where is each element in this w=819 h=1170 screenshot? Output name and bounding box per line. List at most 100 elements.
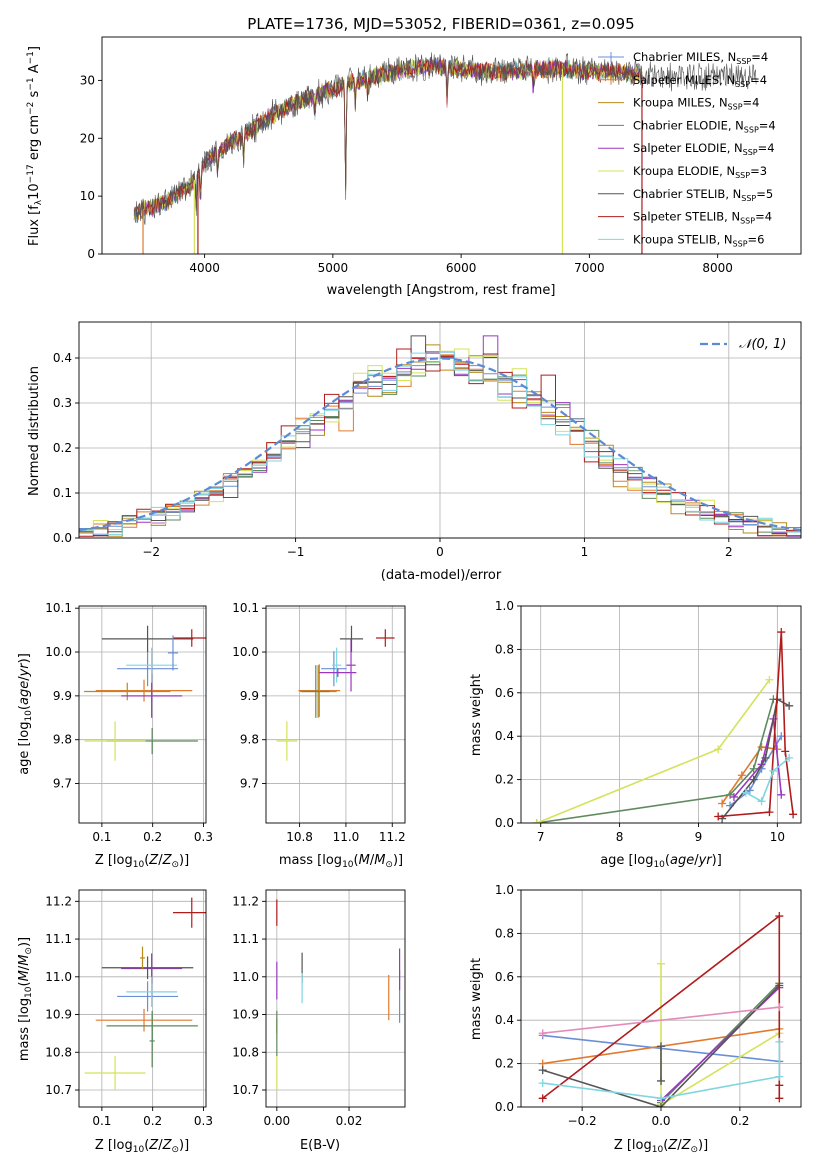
- weight_vs_age-ytick-label: 0.0: [495, 816, 514, 830]
- mass_vs_ebv-xtick-label: 0.00: [263, 1114, 290, 1128]
- weight_vs_age-line-7: [745, 757, 790, 803]
- weight_vs_Z-marker-7-3: [775, 1037, 784, 1046]
- weight_vs_Z-marker-6-1: [775, 912, 784, 921]
- weight_vs_age-ytick-label: 0.6: [495, 686, 514, 700]
- residual-y-label: Normed distribution: [27, 366, 42, 496]
- spectrum-x-label: wavelength [Angstrom, rest frame]: [327, 283, 556, 298]
- mass_vs_ebv-ytick-label: 10.7: [232, 1083, 259, 1097]
- age_vs_mass-xtick-label: 11.2: [379, 830, 406, 844]
- spectrum-line-6: [133, 52, 757, 225]
- mass_vs_ebv-ytick-label: 10.9: [232, 1008, 259, 1022]
- mass_vs_Z-ytick-label: 11.2: [45, 894, 72, 908]
- mass_vs_Z-point-8: [126, 976, 178, 1007]
- weight_vs_Z-line-6: [542, 914, 781, 1099]
- age_vs_mass-point-5: [276, 721, 298, 761]
- legend-label-8: Kroupa STELIB, NSSP=6: [633, 232, 764, 248]
- mass_vs_Z-point-0: [117, 981, 179, 1012]
- residuals-xtick-label: −1: [287, 545, 305, 559]
- spectrum-frame: [101, 36, 802, 255]
- legend-label-3: Chabrier ELODIE, NSSP=4: [633, 118, 776, 134]
- spectrum-line-0: [133, 57, 643, 220]
- residual-x-label: (data-model)/error: [381, 568, 502, 583]
- weight_vs_age-frame: [520, 605, 802, 824]
- mass_vs_ebv-plot: [276, 899, 401, 1091]
- weight_vs_age-marker-3-0: [729, 792, 738, 801]
- weight_vs_age-line-6: [718, 631, 794, 818]
- spectrum-ytick-label: 20: [80, 131, 95, 145]
- mass_vs_Z-frame: [78, 889, 207, 1108]
- weight_vs_age-ytick-label: 0.8: [495, 642, 514, 656]
- mass_vs_Z-point-6: [101, 956, 194, 980]
- weight_vs_Z-series-8: [538, 1003, 784, 1038]
- spectrum-xtick-label: 8000: [702, 261, 733, 275]
- weight_vs_age-marker-5-2: [761, 753, 770, 762]
- age_vs_mass-point-3: [301, 665, 330, 718]
- weight_vs_Z-ytick-label: 0.8: [495, 926, 514, 940]
- weight_vs_Z-marker-6-3: [775, 1094, 784, 1103]
- weight_vs_age-marker-5-4: [785, 701, 794, 710]
- weight_vs_age-marker-7-2: [769, 766, 778, 775]
- mass_vs_Z-ytick-label: 11.1: [45, 932, 72, 946]
- residuals-xtick-label: 1: [581, 545, 589, 559]
- weight_vs_age-marker-2-2: [749, 764, 758, 773]
- spectrum-plot: [133, 52, 757, 254]
- weight_vs_Z-marker-7-1: [657, 1094, 665, 1103]
- residuals-xtick-label: 2: [725, 545, 733, 559]
- weight_vs_Z-ytick-label: 0.6: [495, 970, 514, 984]
- weight_vs_age-marker-5-1: [749, 775, 758, 784]
- weight_vs_Z-series-7: [538, 1037, 784, 1103]
- age-z-y-label: age [log10(age/yr)]: [17, 653, 34, 775]
- weight_vs_Z-xtick-label: 0.0: [651, 1114, 670, 1128]
- weight_vs_Z-ytick-label: 1.0: [495, 883, 514, 897]
- weight-age-x-label: age [log10(age/yr)]: [600, 853, 722, 870]
- weight-z-panel: Z [log10(Z/Z⊙)] mass weight: [469, 958, 708, 1155]
- weight_vs_Z-ytick-label: 0.4: [495, 1013, 514, 1027]
- age_vs_Z-axes: [79, 606, 206, 823]
- weight_vs_age-marker-3-3: [777, 790, 786, 799]
- weight_vs_age-series-2: [532, 695, 778, 823]
- spectrum-xtick-label: 6000: [446, 261, 477, 275]
- weight_vs_Z-xtick-label: −0.2: [568, 1114, 597, 1128]
- weight_vs_age-line-2: [536, 699, 775, 823]
- mass_vs_ebv-ytick-label: 11.1: [232, 932, 259, 946]
- weight_vs_Z-marker-4-0: [657, 959, 665, 968]
- spectrum-xtick-label: 5000: [318, 261, 349, 275]
- weight_vs_age-marker-6-0: [714, 812, 723, 821]
- mass_vs_ebv-ytick-label: 11.2: [232, 894, 259, 908]
- weight_vs_Z-line-8: [542, 1006, 780, 1034]
- weight_vs_Z-ytick-label: 0.0: [495, 1100, 514, 1114]
- mass_vs_Z-ytick-label: 11.0: [45, 970, 72, 984]
- age_vs_Z-ytick-label: 10.0: [45, 645, 72, 659]
- mass-z-x-label: Z [log10(Z/Z⊙)]: [95, 1138, 189, 1155]
- mass_vs_Z-point-5: [84, 1056, 146, 1091]
- age_vs_mass-point-6: [339, 625, 364, 653]
- residuals-ytick-label: 0.2: [53, 441, 72, 455]
- weight_vs_age-xtick-label: 9: [695, 830, 703, 844]
- residual-legend-label: 𝒩(0, 1): [739, 337, 786, 352]
- residuals-ytick-label: 0.0: [53, 531, 72, 545]
- mass_vs_ebv-axes: [266, 890, 405, 1107]
- age_vs_mass-point-8: [332, 647, 342, 683]
- age_vs_Z-frame: [78, 605, 207, 824]
- mass-z-y-label: mass [log10(M/M⊙)]: [17, 937, 34, 1061]
- weight_vs_Z-line-5: [542, 984, 780, 1107]
- age_vs_mass-plot: [276, 625, 395, 761]
- residuals-ytick-label: 0.4: [53, 351, 72, 365]
- weight-z-y-label: mass weight: [469, 958, 484, 1040]
- age_vs_Z-ytick-label: 10.1: [45, 601, 72, 615]
- weight_vs_age-series-4: [532, 675, 774, 823]
- weight_vs_age-line-3: [733, 718, 783, 798]
- age_vs_mass-ytick-label: 9.8: [240, 733, 259, 747]
- weight_vs_Z-marker-6-0: [538, 1094, 547, 1103]
- mass_vs_Z-plot: [84, 897, 206, 1091]
- mass-z-panel: Z [log10(Z/Z⊙)] mass [log10(M/M⊙)]: [17, 937, 189, 1155]
- age_vs_Z-point-6: [101, 625, 194, 653]
- age_vs_Z-xtick-label: 0.2: [143, 830, 162, 844]
- legend-label-0: Chabrier MILES, NSSP=4: [633, 50, 768, 66]
- mass_vs_Z-ytick-label: 10.8: [45, 1045, 72, 1059]
- mass_vs_Z-ytick-label: 10.7: [45, 1083, 72, 1097]
- age_vs_Z-ytick-label: 9.7: [53, 777, 72, 791]
- residuals-xtick-label: 0: [436, 545, 444, 559]
- residuals-ytick-label: 0.3: [53, 396, 72, 410]
- weight_vs_age-series-7: [741, 753, 794, 806]
